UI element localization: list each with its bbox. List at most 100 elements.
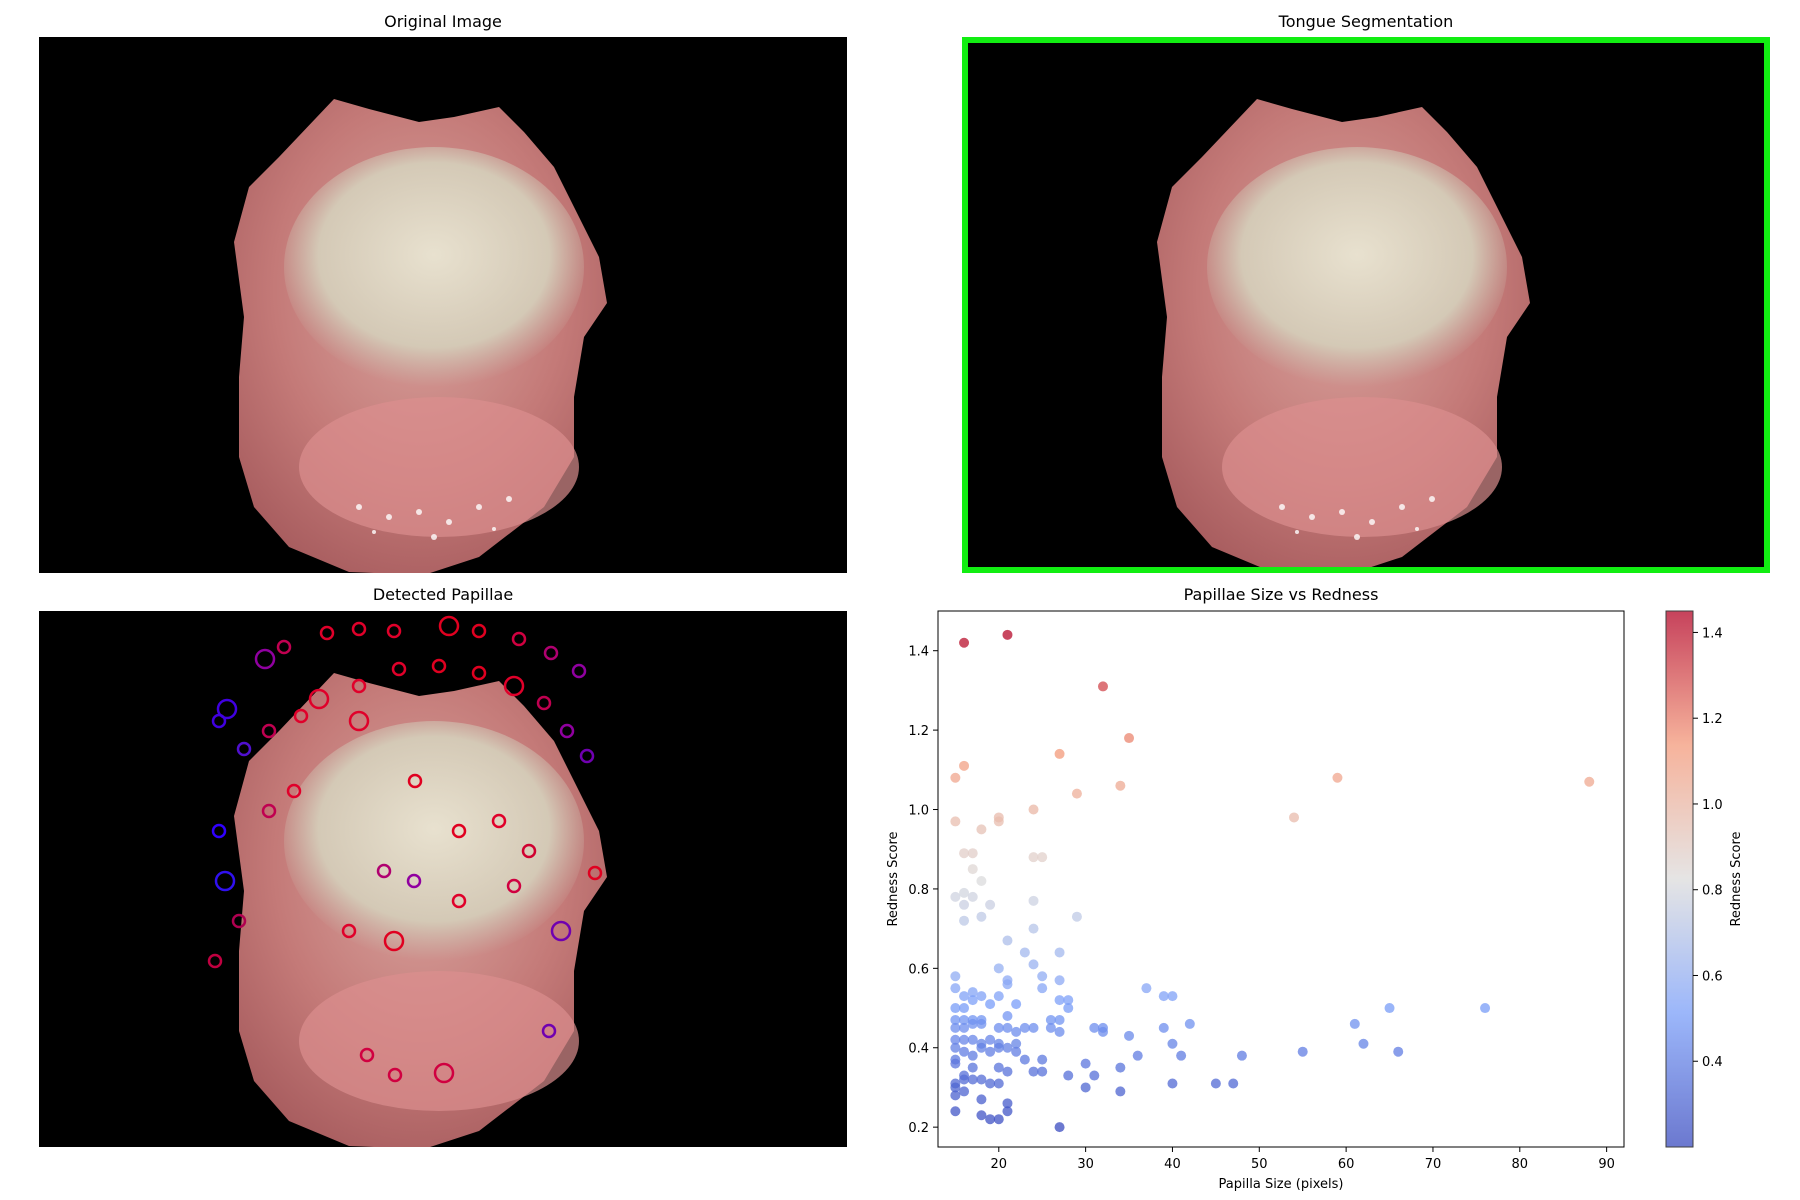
papilla-marker	[451, 823, 467, 839]
scatter-point	[959, 1086, 970, 1097]
scatter-point	[1011, 1026, 1022, 1037]
scatter-point	[1158, 1022, 1169, 1033]
scatter-point	[1037, 852, 1048, 863]
papilla-marker	[391, 661, 407, 677]
scatter-point	[976, 1094, 987, 1105]
x-tick-label: 80	[1512, 1157, 1529, 1172]
scatter-point	[1002, 935, 1013, 946]
scatter-point	[959, 1074, 970, 1085]
scatter-point	[1063, 1003, 1074, 1014]
papilla-marker	[571, 663, 587, 679]
scatter-point	[1297, 1046, 1308, 1057]
y-tick-label: 1.2	[908, 724, 929, 739]
papilla-marker	[506, 878, 522, 894]
tongue-photo-segmented	[962, 37, 1770, 573]
scatter-point	[985, 1046, 996, 1057]
scatter-point	[967, 1074, 978, 1085]
scatter-point	[959, 915, 970, 926]
scatter-point	[967, 891, 978, 902]
scatter-point	[1115, 1062, 1126, 1073]
scatter-point	[959, 760, 970, 771]
scatter-point	[1358, 1038, 1369, 1049]
tongue-photo-papillae	[207, 615, 607, 1147]
scatter-point	[1054, 947, 1065, 958]
papilla-marker	[431, 658, 447, 674]
papilla-marker	[471, 665, 487, 681]
scatter-point	[1289, 812, 1300, 823]
y-tick-label: 1.0	[908, 804, 929, 819]
papilla-marker	[383, 930, 405, 952]
scatter-point	[1158, 991, 1169, 1002]
scatter-point	[1584, 776, 1595, 787]
colorbar-tick-label: 0.4	[1702, 1055, 1723, 1070]
scatter-point	[1002, 1066, 1013, 1077]
x-tick-label: 60	[1338, 1157, 1355, 1172]
scatter-point	[967, 1034, 978, 1045]
scatter-point	[976, 875, 987, 886]
scatter-point	[1028, 1022, 1039, 1033]
scatter-point	[1002, 1042, 1013, 1053]
x-tick-label: 70	[1425, 1157, 1442, 1172]
x-axis-label: Papilla Size (pixels)	[1219, 1177, 1344, 1192]
scatter-point	[959, 637, 970, 648]
scatter-point	[1167, 1038, 1178, 1049]
colorbar-tick-label: 1.2	[1702, 712, 1723, 727]
scatter-point	[985, 899, 996, 910]
colorbar-tick-label: 1.0	[1702, 798, 1723, 813]
scatter-point	[1167, 1078, 1178, 1089]
scatter-point	[985, 999, 996, 1010]
scatter-point	[1054, 1014, 1065, 1025]
papilla-marker	[351, 678, 367, 694]
scatter-point	[1002, 979, 1013, 990]
scatter-point	[950, 1022, 961, 1033]
papilla-marker	[579, 748, 595, 764]
papilla-marker	[348, 710, 370, 732]
papillae-markers	[207, 615, 603, 1084]
plot-frame	[937, 610, 1625, 1148]
scatter-point	[959, 1014, 970, 1025]
papilla-marker	[386, 623, 402, 639]
papilla-marker	[231, 913, 247, 929]
scatter-point	[950, 816, 961, 827]
scatter-point	[1028, 804, 1039, 815]
y-tick-label: 0.2	[908, 1121, 929, 1136]
scatter-point	[1002, 629, 1013, 640]
x-tick-label: 40	[1164, 1157, 1181, 1172]
original-image	[39, 37, 847, 573]
scatter-point	[950, 1090, 961, 1101]
scatter-point	[1132, 1050, 1143, 1061]
segmentation-outline	[962, 37, 1770, 573]
papilla-marker	[376, 863, 392, 879]
scatter-point	[1124, 1030, 1135, 1041]
scatter-point	[1054, 975, 1065, 986]
papilla-marker	[511, 631, 527, 647]
scatter-point	[1028, 923, 1039, 934]
papilla-marker	[236, 741, 252, 757]
scatter-point	[1028, 959, 1039, 970]
scatter-point	[950, 1082, 961, 1093]
papilla-marker	[261, 723, 277, 739]
scatter-point	[1045, 1014, 1056, 1025]
scatter-point	[1184, 1018, 1195, 1029]
papilla-marker	[286, 783, 302, 799]
scatter-point	[967, 987, 978, 998]
scatter-point	[950, 1058, 961, 1069]
segmentation-image	[962, 37, 1770, 573]
papilla-marker	[254, 648, 276, 670]
y-tick-label: 0.8	[908, 883, 929, 898]
scatter-point	[1210, 1078, 1221, 1089]
papilla-marker	[438, 615, 460, 637]
papilla-marker	[207, 953, 223, 969]
scatter-point	[1176, 1050, 1187, 1061]
papilla-marker	[550, 920, 572, 942]
scatter-point	[1071, 911, 1082, 922]
scatter-point	[993, 1022, 1004, 1033]
scatter-point	[1071, 788, 1082, 799]
scatter-point	[959, 1034, 970, 1045]
scatter-point	[1089, 1070, 1100, 1081]
papilla-marker	[261, 803, 277, 819]
scatter-point	[1011, 1038, 1022, 1049]
scatter-point	[976, 911, 987, 922]
scatter-point	[950, 891, 961, 902]
scatter-point	[959, 1003, 970, 1014]
